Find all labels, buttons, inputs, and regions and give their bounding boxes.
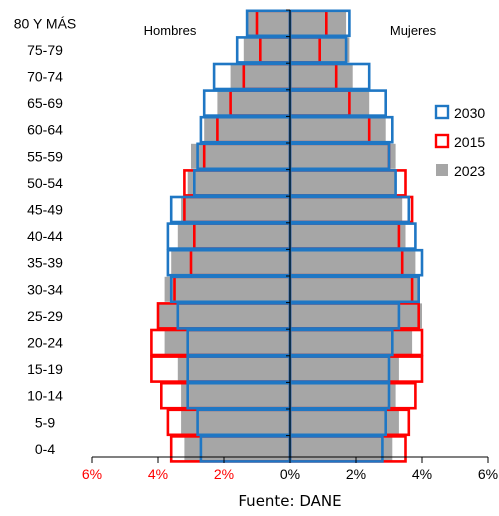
bar-2023-mujeres — [290, 197, 403, 222]
bar-2023-mujeres — [290, 117, 386, 143]
x-tick-label: 2% — [346, 466, 366, 482]
category-label: 50-54 — [27, 175, 63, 191]
category-label: 25-29 — [27, 308, 63, 324]
legend-label-2030: 2030 — [454, 105, 485, 121]
bar-2023-mujeres — [290, 383, 396, 409]
bar-2023-mujeres — [290, 276, 419, 302]
category-label: 75-79 — [27, 42, 63, 58]
category-label: 65-69 — [27, 95, 63, 111]
bar-2023-hombres — [191, 143, 290, 169]
x-tick-label: 6% — [82, 466, 102, 482]
bar-2023-hombres — [187, 170, 290, 196]
bar-2023-hombres — [217, 90, 290, 116]
legend-swatch-2015 — [434, 133, 450, 149]
left-side-label: Hombres — [144, 23, 197, 38]
bar-2023-mujeres — [290, 409, 399, 435]
category-label: 45-49 — [27, 202, 63, 218]
legend-label-2015: 2015 — [454, 134, 485, 150]
right-side-label: Mujeres — [390, 23, 437, 38]
category-label: 70-74 — [27, 69, 63, 85]
category-label: 55-59 — [27, 148, 63, 164]
category-label: 40-44 — [27, 228, 63, 244]
legend: 2030 2015 2023 — [434, 104, 485, 179]
x-tick-labels: 6% 4% 2% 0% 2% 4% 6% — [82, 466, 498, 482]
bar-2023-mujeres — [290, 64, 353, 89]
bar-2023-hombres — [171, 250, 290, 276]
bar-2023-mujeres — [290, 436, 393, 462]
source-note: Fuente: DANE — [238, 492, 342, 510]
category-label: 5-9 — [35, 414, 55, 430]
category-label: 0-4 — [35, 441, 55, 457]
legend-swatch-2030 — [434, 104, 450, 120]
bar-2023-mujeres — [290, 223, 406, 249]
bar-2023-mujeres — [290, 170, 396, 196]
category-label: 10-14 — [27, 388, 63, 404]
category-label: 35-39 — [27, 255, 63, 271]
legend-swatch-2023 — [436, 164, 448, 176]
bar-2023-hombres — [181, 409, 290, 435]
bar-2023-hombres — [181, 197, 290, 222]
category-label: 60-64 — [27, 122, 63, 138]
category-label: 20-24 — [27, 335, 63, 351]
x-tick-label: 2% — [214, 466, 234, 482]
bar-2023-hombres — [181, 383, 290, 409]
category-label: 80 Y MÁS — [14, 15, 77, 31]
bar-2023-hombres — [230, 64, 290, 89]
x-tick-label: 4% — [412, 466, 432, 482]
category-label: 15-19 — [27, 361, 63, 377]
x-tick-label: 4% — [148, 466, 168, 482]
bar-2023-hombres — [177, 356, 290, 382]
bar-2023-mujeres — [290, 10, 347, 36]
bar-2023-hombres — [164, 330, 290, 355]
category-label: 30-34 — [27, 281, 63, 297]
bar-2023-mujeres — [290, 143, 396, 169]
bar-2023-mujeres — [290, 90, 370, 116]
age-group-labels: 80 Y MÁS 75-79 70-74 65-69 60-64 55-59 50-54 45… — [14, 15, 77, 457]
bar-2023-mujeres — [290, 303, 422, 329]
bar-2023-hombres — [158, 303, 290, 329]
bar-2023-hombres — [164, 276, 290, 302]
legend-label-2023: 2023 — [454, 163, 485, 179]
series-2023-bars — [158, 10, 422, 462]
bar-2023-mujeres — [290, 250, 416, 276]
bar-2023-hombres — [177, 223, 290, 249]
bar-2023-mujeres — [290, 330, 413, 355]
bar-2023-mujeres — [290, 356, 399, 382]
axes — [91, 9, 489, 463]
x-tick-label: 0% — [280, 466, 300, 482]
bar-2023-hombres — [243, 37, 290, 63]
bar-2023-hombres — [247, 10, 290, 36]
x-tick-label: 6% — [478, 466, 498, 482]
